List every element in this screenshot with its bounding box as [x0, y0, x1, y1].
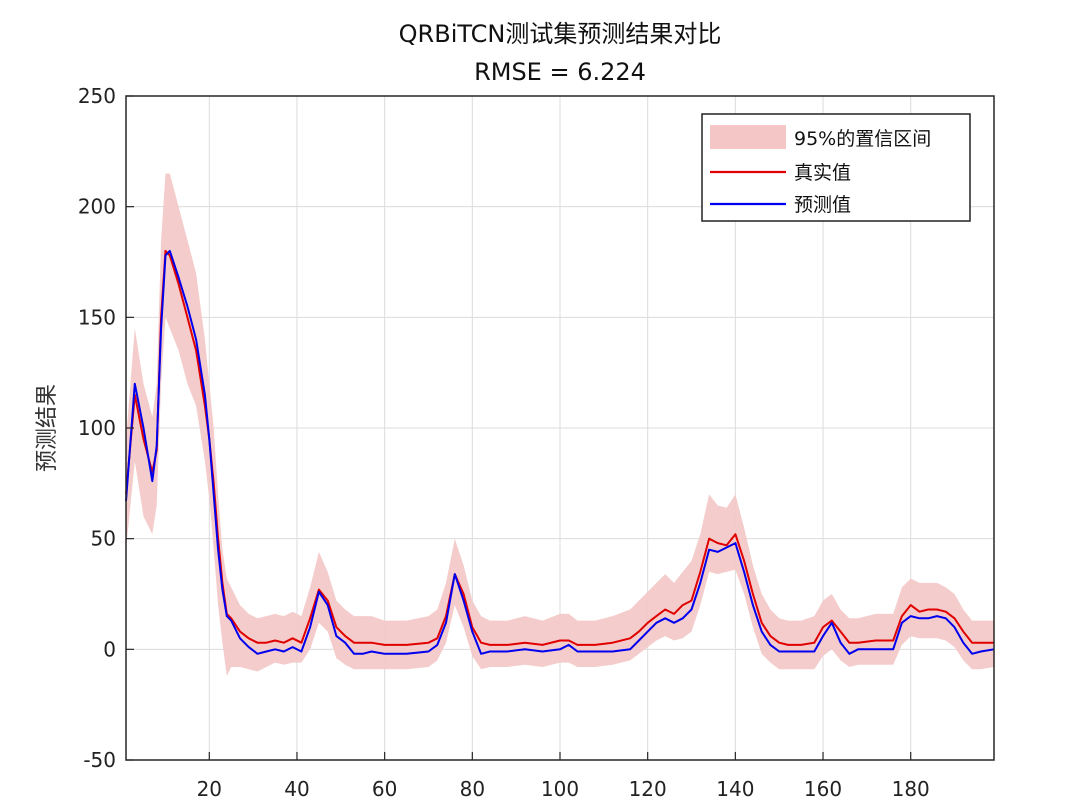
x-tick-label: 20: [197, 777, 222, 801]
y-tick-label: -50: [83, 748, 116, 772]
series-layer: [125, 249, 995, 655]
y-tick-label: 150: [78, 305, 116, 329]
y-tick-label: 0: [103, 637, 116, 661]
x-tick-label: 60: [372, 777, 397, 801]
y-axis-label: 预测结果: [35, 384, 60, 472]
legend-label-band: 95%的置信区间: [794, 128, 931, 150]
confidence-band-layer: [126, 173, 994, 676]
y-tick-label: 250: [78, 84, 116, 108]
y-tick-label: 100: [78, 416, 116, 440]
x-tick-label: 160: [804, 777, 842, 801]
ticks: 20 40 60 80 100 120 140 160 180 -50 0 50 100 150 200 25…: [78, 84, 930, 801]
y-tick-label: 200: [78, 195, 116, 219]
chart-title: QRBiTCN测试集预测结果对比: [399, 20, 722, 48]
confidence-band: [126, 173, 994, 676]
chart-subtitle: RMSE = 6.224: [474, 58, 646, 86]
x-tick-label: 180: [892, 777, 930, 801]
x-tick-label: 120: [629, 777, 667, 801]
legend-label-predicted: 预测值: [794, 194, 851, 216]
x-tick-label: 80: [460, 777, 485, 801]
x-tick-label: 140: [716, 777, 754, 801]
legend-swatch-band: [710, 125, 786, 149]
x-tick-label: 100: [541, 777, 579, 801]
y-tick-label: 50: [91, 527, 116, 551]
legend-label-true: 真实值: [794, 162, 851, 184]
series-line-predicted: [125, 249, 995, 655]
x-tick-label: 40: [284, 777, 309, 801]
legend: 95%的置信区间 真实值 预测值: [701, 113, 971, 222]
